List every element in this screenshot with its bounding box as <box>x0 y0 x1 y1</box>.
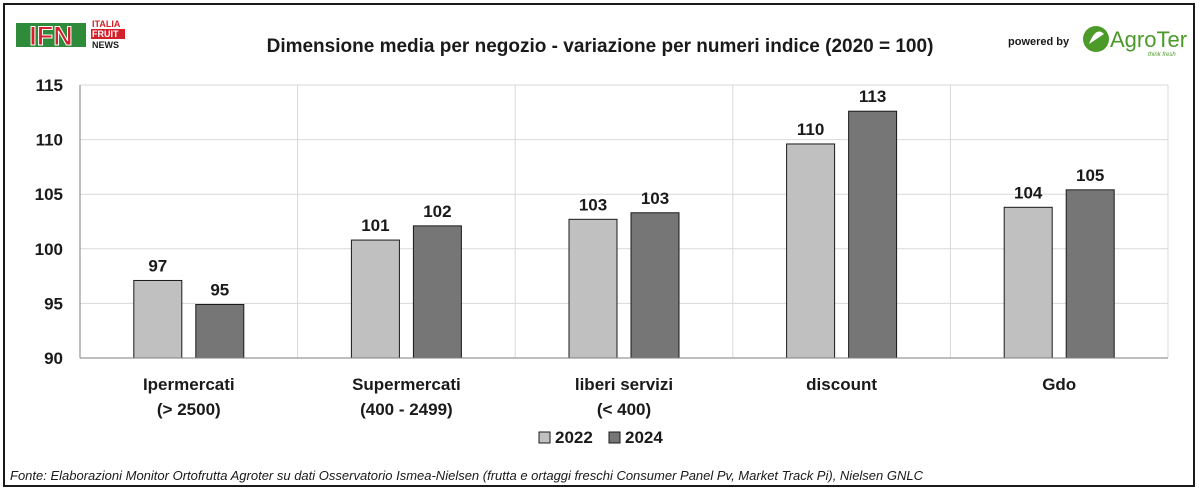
agroter-tagline: think fresh <box>1148 52 1176 58</box>
bar-2022 <box>1003 206 1053 359</box>
x-tick-label: (400 - 2499) <box>360 400 453 419</box>
axes: 90 95 100 105 110 115 Ipermercati (> 2500) Super… <box>35 76 1168 419</box>
y-tick-label: 100 <box>35 240 63 259</box>
x-tick-label: (< 400) <box>597 400 651 419</box>
agroter-logo: powered by AgroTer think fresh <box>1008 26 1187 58</box>
legend-swatch-2022 <box>538 431 551 444</box>
x-tick-label: Ipermercati <box>143 375 235 394</box>
bar-2024 <box>1065 189 1115 359</box>
x-tick-label: (> 2500) <box>157 400 221 419</box>
data-label-2022: 110 <box>797 120 824 139</box>
chart-title: Dimensione media per negozio - variazion… <box>267 36 934 57</box>
x-tick-label: liberi servizi <box>575 375 673 394</box>
legend-label-2022: 2022 <box>555 428 593 447</box>
y-tick-label: 90 <box>44 349 63 368</box>
bar-2022 <box>133 279 183 359</box>
bars <box>133 110 1115 359</box>
data-label-2024: 105 <box>1076 166 1104 185</box>
data-label-2024: 102 <box>423 202 451 221</box>
ifn-logo-letters: IFN <box>29 21 73 51</box>
y-tick-label: 115 <box>36 76 63 95</box>
ifn-logo-line-2: FRUIT <box>92 29 119 39</box>
y-tick-label: 110 <box>36 131 63 150</box>
data-label-2022: 101 <box>361 216 389 235</box>
legend: 2022 2024 <box>538 428 663 447</box>
data-label-2024: 113 <box>859 87 886 106</box>
bar-2024 <box>412 225 462 359</box>
ifn-logo-line-2-band <box>91 29 125 39</box>
x-tick-label: discount <box>806 375 877 394</box>
powered-by-text: powered by <box>1008 36 1070 48</box>
x-tick-label: Gdo <box>1042 375 1076 394</box>
data-label-2022: 104 <box>1014 183 1043 202</box>
ifn-logo-line-1: ITALIA <box>92 19 121 29</box>
ifn-logo-line-3: NEWS <box>92 40 119 50</box>
data-label-2024: 95 <box>210 280 229 299</box>
source-note: Fonte: Elaborazioni Monitor Ortofrutta A… <box>10 468 924 483</box>
gridlines <box>80 84 1169 358</box>
data-label-2024: 103 <box>641 189 669 208</box>
y-tick-label: 105 <box>35 185 63 204</box>
bar-2024 <box>195 303 245 359</box>
ifn-logo-stripe <box>16 17 86 23</box>
bar-2022 <box>568 218 618 359</box>
legend-label-2024: 2024 <box>625 428 663 447</box>
data-labels: 97 95 101 102 103 103 110 113 104 105 <box>148 87 1104 299</box>
legend-swatch-2024 <box>608 431 621 444</box>
x-tick-label: Supermercati <box>352 375 461 394</box>
bar-2024 <box>630 212 680 359</box>
ifn-logo: IFN ITALIA FRUIT NEWS <box>16 17 125 52</box>
data-label-2022: 97 <box>148 256 167 275</box>
bar-2024 <box>848 110 898 359</box>
bar-2022 <box>350 239 400 359</box>
y-tick-label: 95 <box>44 294 63 313</box>
data-label-2022: 103 <box>579 195 607 214</box>
bar-2022 <box>786 143 836 359</box>
agroter-brand-text: AgroTer <box>1110 27 1187 52</box>
agroter-leaf-shape <box>1089 31 1104 44</box>
